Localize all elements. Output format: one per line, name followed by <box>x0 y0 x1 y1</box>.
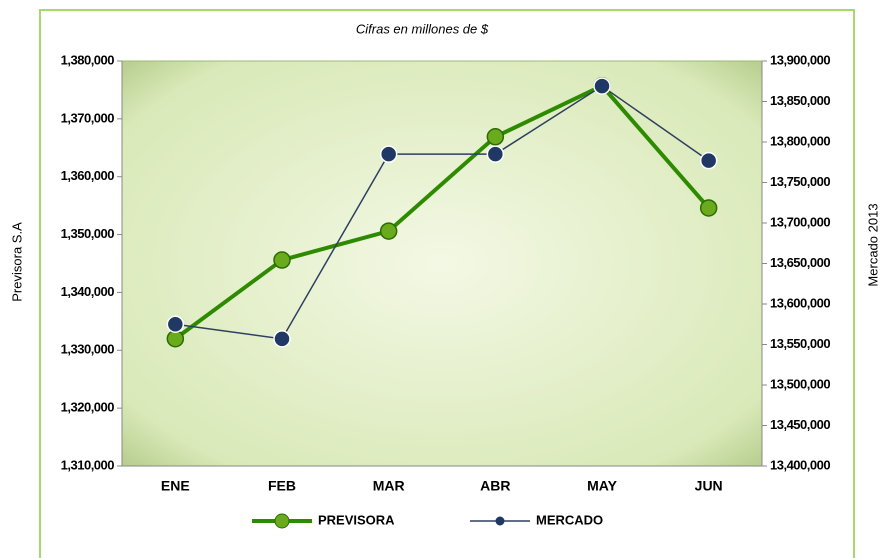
data-point <box>486 145 505 163</box>
y2-tick-label: 13,700,000 <box>770 214 830 229</box>
y-tick-label: 1,370,000 <box>61 110 115 125</box>
y2-tick-label: 13,500,000 <box>770 376 830 391</box>
y-axis-label: Previsora S.A <box>9 222 24 302</box>
y-tick-label: 1,310,000 <box>61 457 115 472</box>
data-point <box>379 222 398 240</box>
y2-tick-label: 13,400,000 <box>770 457 830 472</box>
x-tick-label: JUN <box>695 478 723 494</box>
legend-marker <box>274 513 290 529</box>
data-point <box>273 251 291 269</box>
y2-tick-label: 13,550,000 <box>770 336 830 351</box>
x-tick-label: MAR <box>373 478 405 494</box>
y-tick-label: 1,360,000 <box>61 168 115 183</box>
series-line <box>175 85 710 340</box>
legend-label: MERCADO <box>536 512 603 527</box>
y-tick-label: 1,330,000 <box>61 342 115 357</box>
y-tick-label: 1,350,000 <box>61 226 115 241</box>
data-point <box>699 151 718 170</box>
y2-tick-label: 13,800,000 <box>770 133 830 148</box>
legend-label: PREVISORA <box>318 512 395 527</box>
x-tick-label: ENE <box>161 478 190 494</box>
x-tick-label: MAY <box>587 478 617 494</box>
data-point <box>379 145 398 163</box>
y2-tick-label: 13,850,000 <box>770 93 830 108</box>
x-tick-label: FEB <box>268 478 296 494</box>
y2-tick-label: 13,650,000 <box>770 255 830 270</box>
legend-marker <box>495 516 505 526</box>
y-tick-label: 1,380,000 <box>61 52 115 67</box>
y-tick-label: 1,340,000 <box>61 284 115 299</box>
x-tick-label: ABR <box>480 478 510 494</box>
data-point <box>166 315 185 333</box>
y-tick-label: 1,320,000 <box>61 400 115 415</box>
data-point <box>273 330 291 348</box>
y2-tick-label: 13,600,000 <box>770 295 830 310</box>
data-point <box>486 128 505 146</box>
y2-tick-label: 13,450,000 <box>770 417 830 432</box>
y2-tick-label: 13,750,000 <box>770 174 830 189</box>
data-point <box>699 199 718 217</box>
data-point <box>166 329 185 348</box>
y2-axis-label: Mercado 2013 <box>865 203 880 286</box>
series-line <box>174 83 711 341</box>
plot-area <box>121 60 763 467</box>
data-point <box>593 77 611 95</box>
y2-tick-label: 13,900,000 <box>770 52 830 67</box>
chart-title: Cifras en millones de $ <box>356 21 489 36</box>
